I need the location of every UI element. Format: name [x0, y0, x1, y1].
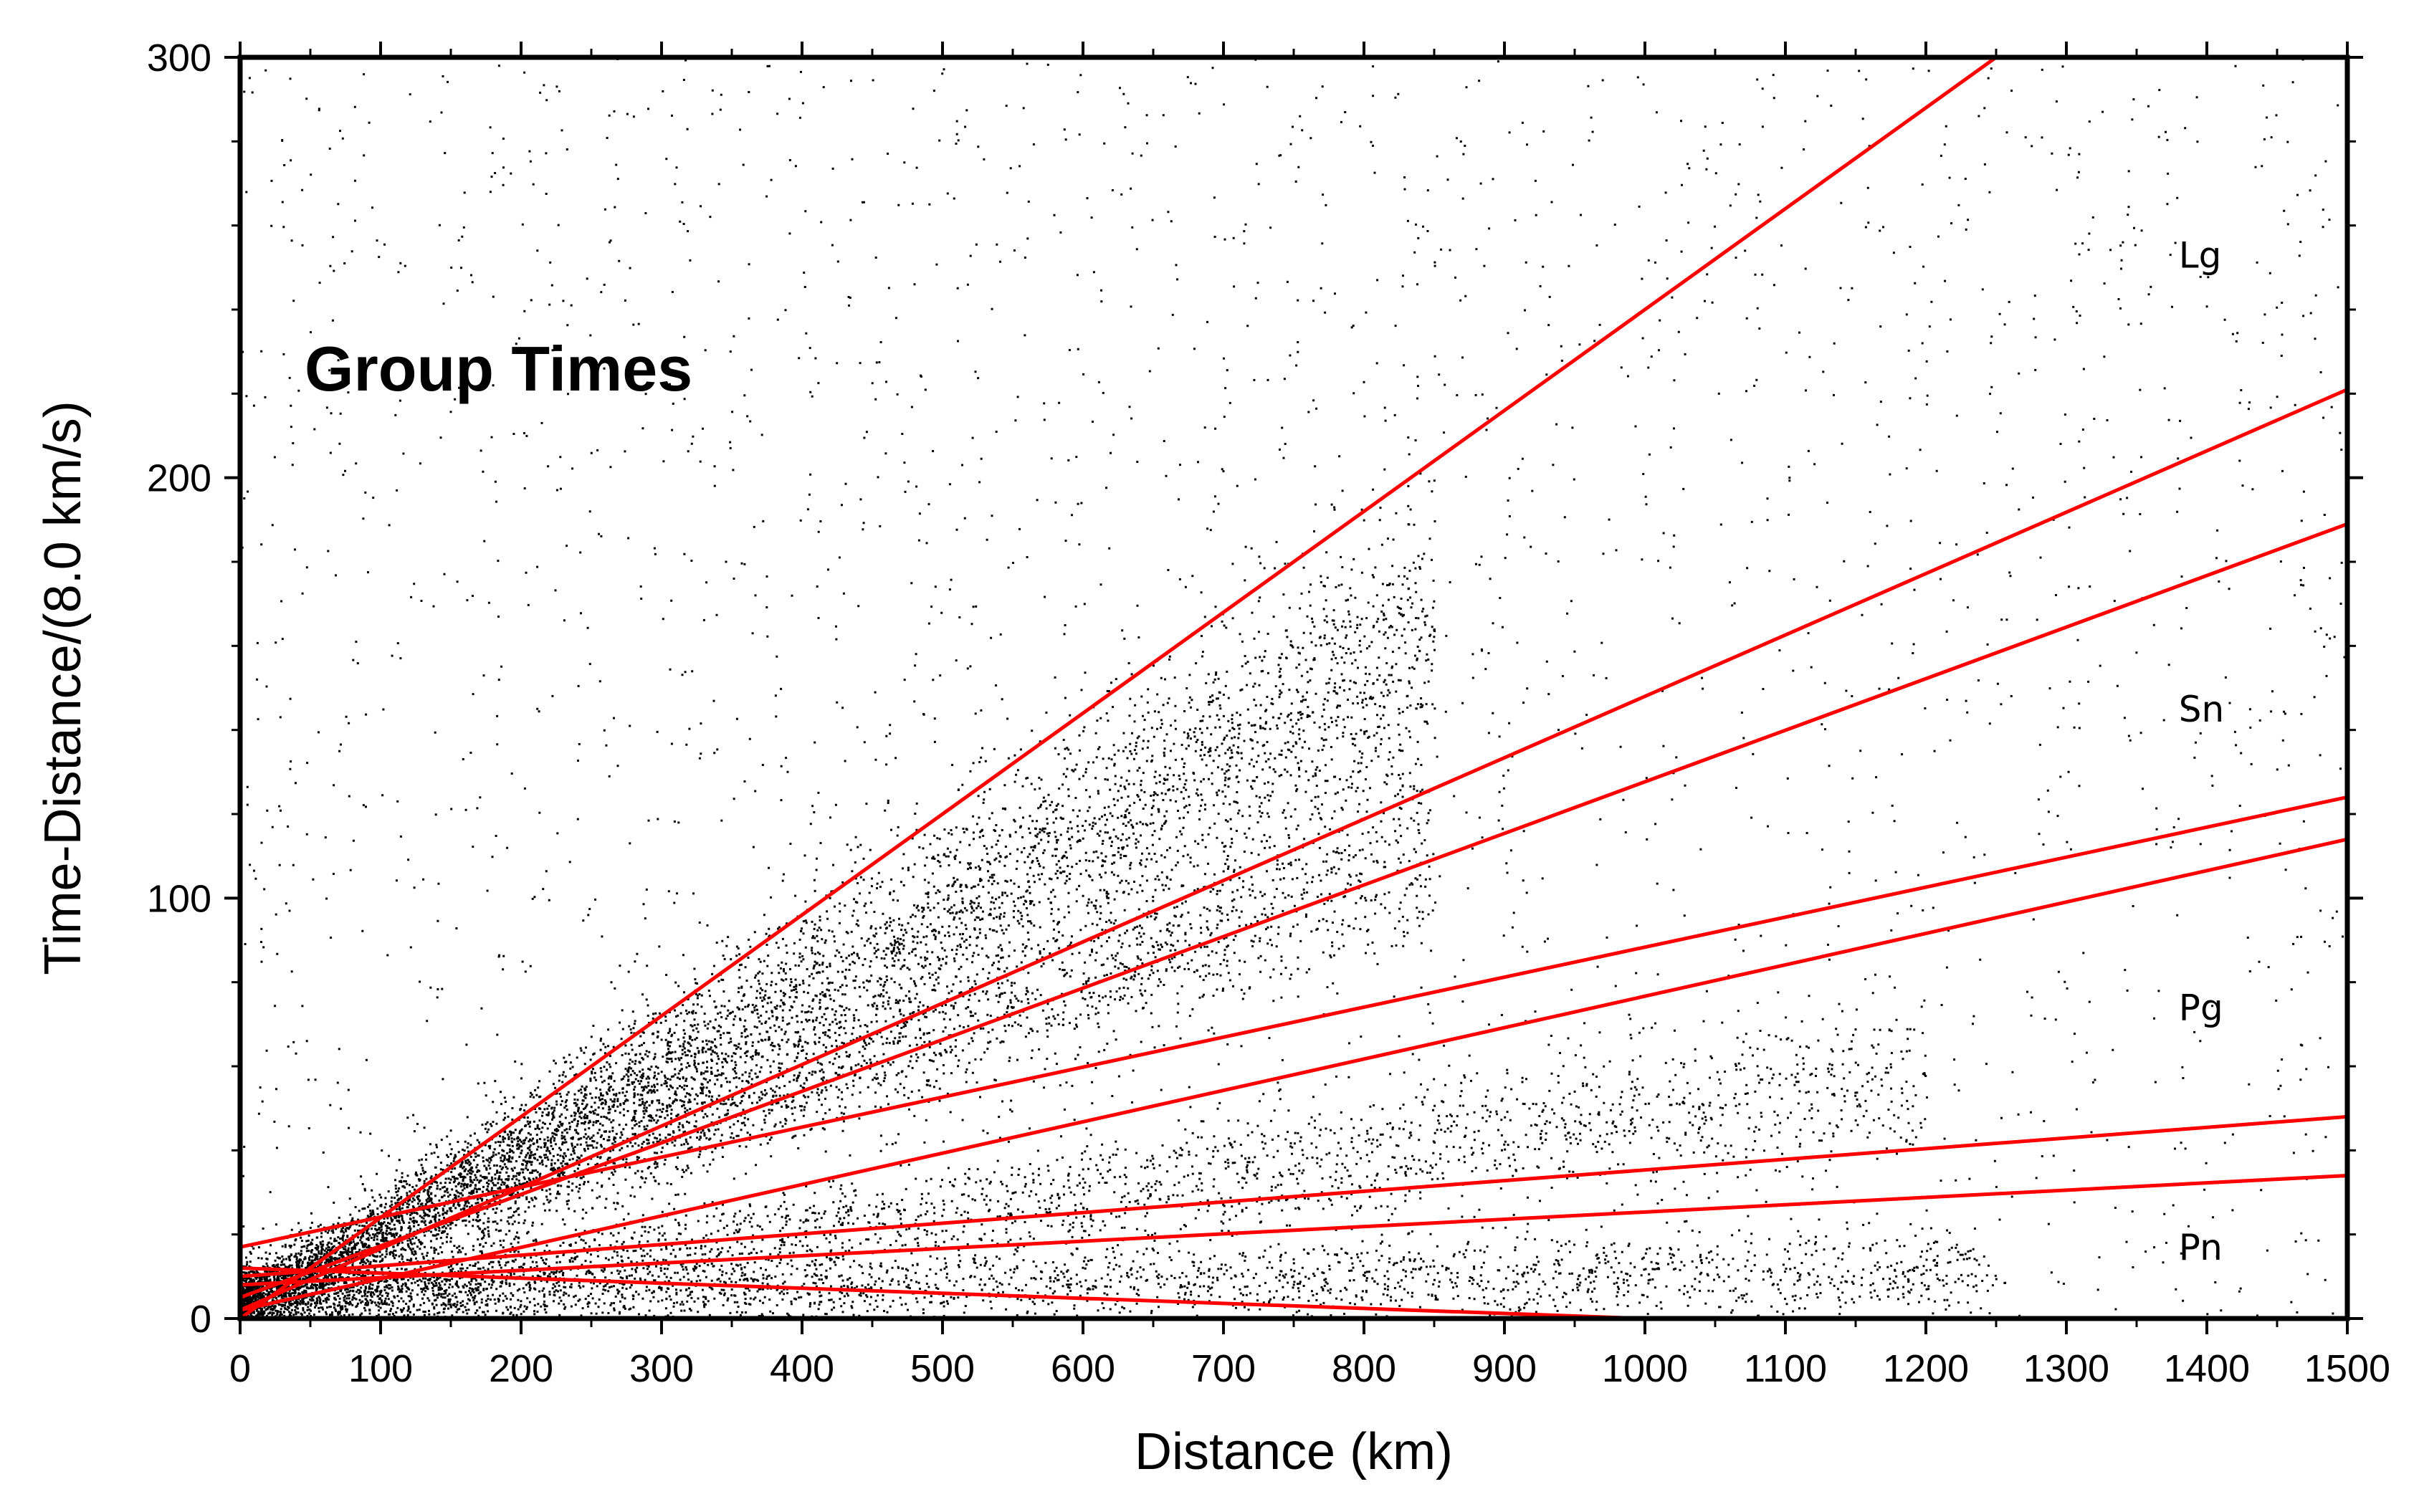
red-line-2: [240, 388, 2347, 1312]
red-line-8: [240, 1266, 1646, 1319]
x-tick-label: 300: [629, 1347, 694, 1390]
red-line-5: [240, 837, 2347, 1312]
red-line-6: [240, 1114, 2347, 1278]
x-tick-label: 100: [348, 1347, 413, 1390]
x-axis-label: Distance (km): [1135, 1423, 1453, 1480]
red-line-3: [240, 522, 2347, 1300]
phase-label-sn: Sn: [2179, 689, 2224, 730]
travel-time-lines: [240, 57, 2347, 1319]
x-tick-label: 400: [770, 1347, 834, 1390]
scatter-dots: [240, 58, 2347, 1319]
plot-frame: [237, 54, 2350, 1321]
x-tick-label: 200: [489, 1347, 553, 1390]
phase-labels: Lg Sn Pg Pn: [2179, 234, 2224, 1268]
y-tick-label: 0: [190, 1298, 211, 1341]
phase-label-lg: Lg: [2179, 234, 2222, 276]
x-tick-label: 1000: [1602, 1347, 1688, 1390]
red-line-7: [240, 1174, 2347, 1287]
x-tick-label: 1300: [2023, 1347, 2109, 1390]
scatter-points: [240, 58, 2347, 1319]
x-tick-label: 1500: [2304, 1347, 2390, 1390]
y-axis-label: Time-Distance/(8.0 km/s): [34, 401, 92, 975]
phase-label-pn: Pn: [2179, 1227, 2223, 1268]
x-tick-label: 1200: [1883, 1347, 1969, 1390]
red-line-4: [240, 795, 2347, 1249]
x-tick-label: 700: [1191, 1347, 1256, 1390]
x-tick-label: 1400: [2164, 1347, 2250, 1390]
x-tick-label: 800: [1332, 1347, 1396, 1390]
x-tick-label: 0: [229, 1347, 251, 1390]
x-tick-label: 900: [1472, 1347, 1537, 1390]
y-tick-label: 100: [147, 877, 211, 920]
x-tick-label: 500: [910, 1347, 975, 1390]
phase-label-pg: Pg: [2179, 987, 2223, 1028]
y-tick-label: 200: [147, 457, 211, 500]
y-tick-label: 300: [147, 37, 211, 80]
chart-title: Group Times: [305, 333, 692, 404]
tick-labels: 0 100 200 300 400 500 600 700 800 900 1000 1100 1200…: [147, 37, 2390, 1390]
x-tick-label: 600: [1051, 1347, 1115, 1390]
red-line-1: [240, 57, 1998, 1319]
x-tick-label: 1100: [1744, 1347, 1827, 1390]
